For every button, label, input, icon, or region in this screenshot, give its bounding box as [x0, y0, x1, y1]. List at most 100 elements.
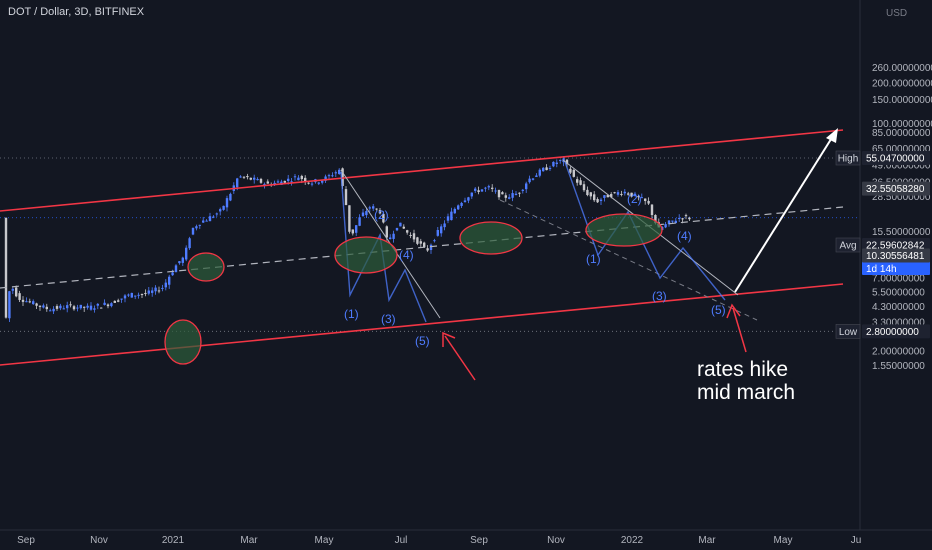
price-tick-label: 49.00000000: [872, 160, 931, 171]
candle: [559, 159, 562, 164]
candle: [470, 192, 473, 199]
candle: [630, 192, 633, 198]
time-tick-label: Nov: [90, 535, 108, 546]
annotation-line-1: rates hike: [697, 358, 788, 381]
candle: [569, 166, 572, 175]
candle: [195, 224, 198, 231]
channel-lower-line: [0, 283, 844, 366]
candle: [266, 179, 269, 184]
candle: [202, 216, 205, 224]
price-badge-tag: Low: [839, 327, 858, 338]
candle: [535, 173, 538, 178]
candle: [416, 236, 419, 246]
candle: [474, 187, 477, 193]
candle: [419, 238, 422, 247]
candle: [110, 302, 113, 308]
candle: [35, 302, 38, 310]
candle: [344, 186, 348, 206]
candle: [188, 236, 191, 250]
wave-label: (3): [381, 312, 396, 326]
candle: [164, 279, 167, 291]
candle: [222, 205, 225, 211]
price-badge-value: 2.80000000: [866, 327, 919, 338]
time-tick-label: Ju: [851, 535, 862, 546]
candle: [21, 296, 25, 307]
candle: [147, 287, 150, 296]
price-badge-tag: Avg: [839, 241, 856, 252]
candle: [304, 175, 307, 185]
candle: [151, 287, 154, 297]
candle: [436, 226, 439, 237]
candle: [66, 301, 69, 313]
wave-label: (4): [399, 248, 414, 262]
candle: [596, 197, 599, 203]
candle: [640, 193, 643, 199]
candle: [321, 180, 324, 185]
candle: [55, 304, 59, 311]
candle: [8, 290, 11, 322]
candle: [633, 191, 637, 197]
candle: [123, 294, 127, 303]
price-tick-label: 15.50000000: [872, 227, 931, 238]
candle: [678, 214, 681, 222]
time-tick-label: Mar: [240, 535, 258, 546]
time-tick-label: Sep: [17, 535, 35, 546]
candle: [620, 190, 623, 197]
candle: [293, 174, 297, 181]
wave-label: (5): [415, 334, 430, 348]
candle: [637, 195, 640, 201]
candle: [491, 184, 494, 192]
candle: [120, 298, 123, 303]
candle: [327, 173, 331, 180]
candle: [140, 293, 144, 298]
price-badge: High 55.04700000: [835, 150, 930, 166]
candle: [586, 186, 589, 197]
price-tick-label: 1.55000000: [872, 361, 925, 372]
candle: [79, 304, 82, 310]
candle: [93, 305, 96, 313]
candle: [514, 191, 518, 196]
candle: [576, 176, 579, 186]
price-badge: 32.55058280: [862, 181, 930, 196]
candle: [501, 191, 504, 195]
candle: [589, 191, 592, 200]
candle: [372, 203, 375, 212]
candle: [538, 168, 541, 178]
candle: [627, 191, 630, 196]
candle: [429, 243, 433, 254]
price-tick-label: 4.30000000: [872, 302, 925, 313]
candle: [365, 207, 368, 218]
candle: [480, 189, 484, 192]
wave-label: (4): [677, 229, 692, 243]
candle: [242, 176, 246, 179]
candle: [96, 302, 99, 310]
candle: [334, 170, 337, 178]
candle: [361, 208, 365, 217]
candle: [25, 297, 28, 303]
candle: [42, 303, 45, 309]
candle: [127, 293, 130, 298]
highlight-ellipse-3: [334, 236, 398, 274]
wave-label: (2): [627, 192, 642, 206]
candle: [219, 207, 222, 216]
candle: [368, 205, 371, 212]
candle: [59, 303, 62, 311]
candle: [443, 220, 446, 231]
candle: [181, 256, 184, 266]
candle: [579, 177, 582, 186]
channel-mid-line: [0, 206, 844, 289]
candle: [528, 175, 531, 184]
candle: [542, 166, 545, 172]
price-tick-label: 85.00000000: [872, 128, 931, 139]
price-tick-label: 2.00000000: [872, 346, 925, 357]
candle: [225, 195, 229, 212]
price-badge: Low 2.80000000: [835, 324, 930, 339]
candle: [599, 197, 603, 205]
channel-upper-line: [0, 129, 844, 212]
candle: [32, 299, 35, 305]
candle: [62, 305, 65, 310]
candle: [52, 306, 55, 314]
time-tick-label: May: [315, 535, 334, 546]
candle: [433, 238, 436, 243]
